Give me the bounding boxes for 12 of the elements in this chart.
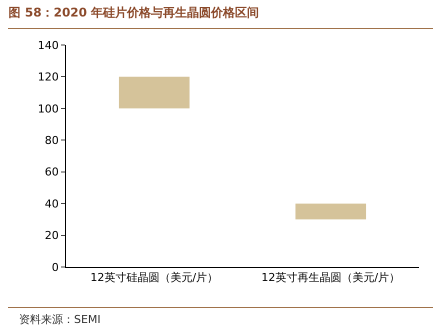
x-tick-label: 12英寸硅晶圆（美元/片） [90,271,218,284]
y-tick-label: 100 [38,102,59,116]
y-tick-label: 0 [52,260,59,274]
text: 资料来源：SEMI [19,313,101,326]
y-tick-label: 40 [44,197,59,210]
x-tick-label: 12英寸再生晶圆（美元/片） [261,271,400,284]
y-tick-label: 80 [44,134,59,147]
y-tick-label: 20 [44,229,59,242]
y-tick-label: 140 [38,38,59,52]
y-tick-label: 60 [44,166,59,179]
chart-title: 图 58：2020 年硅片价格与再生晶圆价格区间 [8,6,260,20]
y-tick-label: 120 [38,70,59,84]
